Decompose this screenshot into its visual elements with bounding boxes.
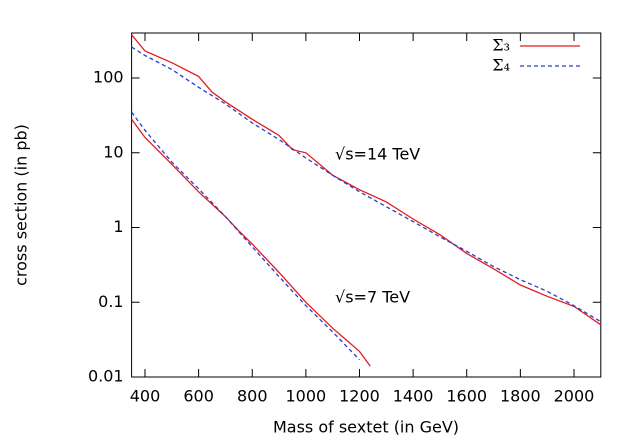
x-tick-label: 1800 bbox=[500, 387, 541, 406]
x-tick-label: 1400 bbox=[393, 387, 434, 406]
plot-frame bbox=[131, 32, 602, 378]
y-tick-label: 1 bbox=[113, 217, 123, 236]
x-tick-label: 1000 bbox=[286, 387, 327, 406]
y-tick-label: 0.1 bbox=[98, 292, 123, 311]
y-tick-label: 10 bbox=[103, 142, 123, 161]
x-tick-label: 1200 bbox=[339, 387, 380, 406]
legend-label: Σ₄ bbox=[492, 56, 510, 75]
x-tick-label: 800 bbox=[237, 387, 268, 406]
x-axis-label: Mass of sextet (in GeV) bbox=[273, 418, 459, 437]
series-line bbox=[131, 34, 602, 326]
y-tick-label: 0.01 bbox=[88, 367, 124, 386]
x-tick-label: 2000 bbox=[554, 387, 595, 406]
x-tick-label: 600 bbox=[183, 387, 214, 406]
series-line bbox=[131, 46, 602, 323]
y-tick-label: 100 bbox=[93, 68, 124, 87]
legend-label: Σ₃ bbox=[492, 36, 510, 55]
series-line bbox=[131, 111, 360, 361]
annotation: √s=14 TeV bbox=[335, 145, 420, 164]
x-tick-label: 400 bbox=[130, 387, 161, 406]
series-line bbox=[131, 118, 371, 367]
y-axis-label: cross section (in pb) bbox=[12, 124, 31, 286]
x-tick-label: 1600 bbox=[446, 387, 487, 406]
annotation: √s=7 TeV bbox=[335, 288, 410, 307]
